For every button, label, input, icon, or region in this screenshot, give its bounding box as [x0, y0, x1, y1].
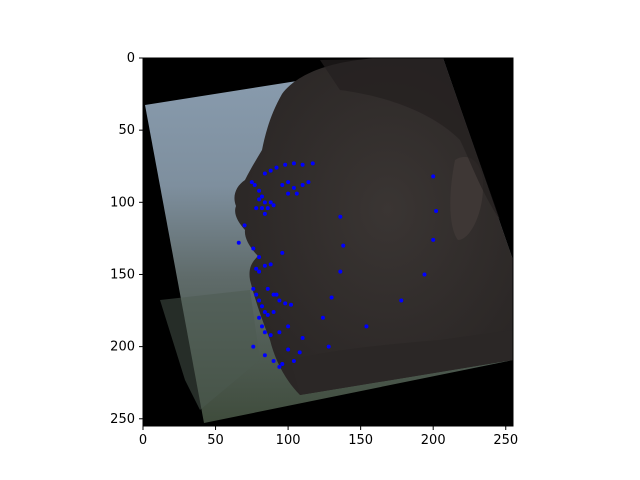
landmark-point	[259, 324, 264, 329]
landmark-point	[257, 255, 262, 260]
landmark-point	[254, 266, 259, 271]
landmark-point	[265, 206, 270, 211]
x-tick-label: 0	[139, 433, 147, 448]
landmark-point	[310, 161, 315, 166]
x-tick-label: 100	[276, 433, 301, 448]
landmark-point	[286, 347, 291, 352]
landmark-point	[300, 182, 305, 187]
landmark-point	[283, 301, 288, 306]
landmark-point	[262, 330, 267, 335]
landmark-point	[306, 180, 311, 185]
landmark-point	[268, 262, 273, 267]
landmark-point	[257, 188, 262, 193]
landmark-point	[242, 223, 247, 228]
landmark-point	[262, 353, 267, 358]
y-tick-label: 150	[110, 267, 135, 282]
landmark-point	[262, 263, 267, 268]
x-tick-label: 50	[207, 433, 224, 448]
landmark-point	[300, 335, 305, 340]
landmark-point	[257, 315, 262, 320]
landmark-point	[283, 162, 288, 167]
landmark-point	[431, 237, 436, 242]
landmark-point	[268, 333, 273, 338]
y-tick-label: 250	[110, 412, 135, 427]
landmark-point	[265, 286, 270, 291]
y-tick-label: 100	[110, 195, 135, 210]
landmark-point	[259, 194, 264, 199]
landmark-point	[338, 214, 343, 219]
landmark-point	[286, 324, 291, 329]
landmark-point	[271, 359, 276, 364]
landmark-point	[268, 168, 273, 173]
landmark-point	[271, 309, 276, 314]
landmark-point	[262, 309, 267, 314]
landmark-point	[338, 269, 343, 274]
landmark-point	[300, 162, 305, 167]
landmark-point	[280, 182, 285, 187]
x-axis: 0 50 100 150 200 250	[139, 426, 518, 448]
landmark-point	[294, 191, 299, 196]
axes-frame	[142, 57, 514, 427]
landmark-point	[277, 330, 282, 335]
landmark-point	[262, 211, 267, 216]
x-tick-label: 200	[421, 433, 446, 448]
landmark-point	[257, 269, 262, 274]
landmark-point	[254, 206, 259, 211]
landmark-point	[277, 364, 282, 369]
landmark-point	[274, 165, 279, 170]
y-tick-label: 50	[118, 123, 135, 138]
landmark-point	[286, 180, 291, 185]
landmark-point	[271, 203, 276, 208]
landmark-point	[422, 272, 427, 277]
landmark-point	[259, 206, 264, 211]
landmark-point	[280, 361, 285, 366]
landmark-point	[329, 295, 334, 300]
landmark-point	[291, 359, 296, 364]
landmark-point	[262, 200, 267, 205]
landmark-point	[364, 324, 369, 329]
landmark-point	[326, 344, 331, 349]
landmark-point	[291, 161, 296, 166]
landmark-point	[291, 185, 296, 190]
landmark-point	[265, 312, 270, 317]
landmark-point	[257, 298, 262, 303]
landmark-point	[262, 171, 267, 176]
landmark-point	[274, 292, 279, 297]
x-tick-label: 150	[348, 433, 373, 448]
landmark-point	[341, 243, 346, 248]
landmark-point	[320, 315, 325, 320]
x-tick-label: 250	[493, 433, 518, 448]
landmark-point	[249, 180, 254, 185]
landmark-point	[252, 182, 257, 187]
landmark-point	[254, 292, 259, 297]
landmark-point	[399, 298, 404, 303]
landmark-point	[280, 250, 285, 255]
landmark-points	[236, 161, 439, 369]
landmark-point	[251, 286, 256, 291]
landmark-point	[271, 292, 276, 297]
landmark-point	[251, 246, 256, 251]
landmark-point	[434, 208, 439, 213]
landmark-point	[259, 304, 264, 309]
landmark-point	[251, 344, 256, 349]
landmark-point	[286, 191, 291, 196]
y-axis: 0 50 100 150 200 250	[110, 51, 143, 427]
y-tick-label: 200	[110, 340, 135, 355]
rotated-face-photo	[145, 58, 513, 423]
landmark-point	[289, 302, 293, 307]
landmark-point	[257, 197, 262, 202]
landmark-point	[431, 174, 436, 179]
landmark-point	[297, 350, 302, 355]
landmark-point	[277, 298, 282, 303]
y-tick-label: 0	[127, 51, 135, 66]
landmark-point	[236, 240, 241, 245]
landmark-point	[268, 200, 273, 205]
